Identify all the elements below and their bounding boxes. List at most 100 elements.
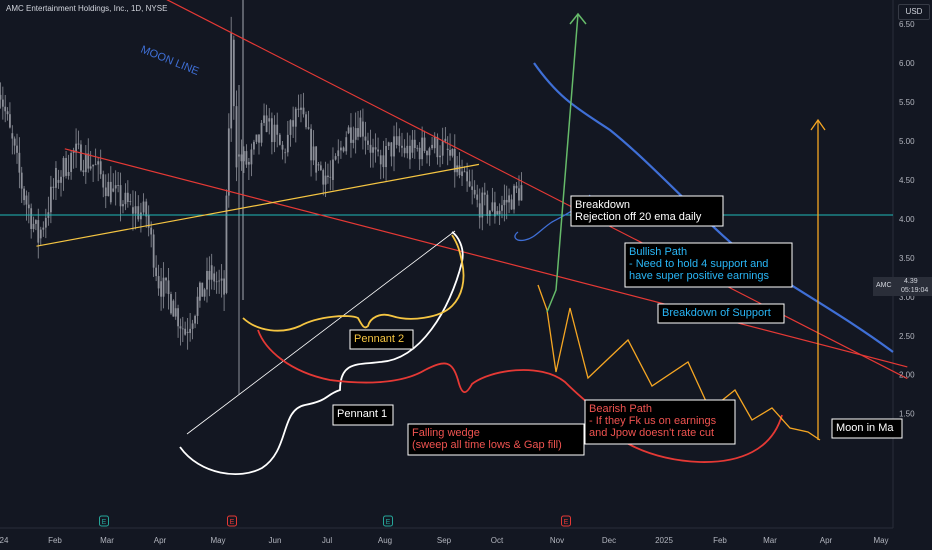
candle-body bbox=[449, 149, 451, 156]
candle-body bbox=[286, 134, 289, 153]
y-tick-label: 4.00 bbox=[899, 215, 915, 224]
candle-body bbox=[102, 174, 105, 188]
candle-body bbox=[418, 147, 421, 160]
candle-body bbox=[52, 186, 55, 188]
candle-body bbox=[23, 188, 25, 201]
candle-body bbox=[152, 234, 155, 268]
y-tick-label: 1.50 bbox=[899, 410, 915, 419]
candle-body bbox=[65, 157, 67, 176]
candle-body bbox=[75, 143, 77, 153]
candle-body bbox=[260, 122, 263, 143]
candle-body bbox=[411, 139, 414, 153]
candle-body bbox=[70, 152, 73, 172]
earnings-marker[interactable] bbox=[227, 515, 237, 527]
support-label: Breakdown of Support bbox=[657, 303, 785, 324]
candle-body bbox=[225, 195, 228, 293]
x-tick-label: Apr bbox=[154, 536, 167, 545]
candle-body bbox=[37, 220, 40, 243]
bullish-path-label-box bbox=[624, 242, 793, 288]
candle-body bbox=[60, 176, 62, 183]
candle-body bbox=[208, 270, 211, 280]
earnings-marker[interactable] bbox=[99, 515, 109, 527]
candle-body bbox=[250, 149, 253, 165]
time-axis[interactable]: 24 Feb Mar Apr May Jun Jul Aug Sep Oct Nov Dec 2025 F… bbox=[0, 536, 889, 545]
candle-body bbox=[132, 207, 134, 214]
candle-body bbox=[426, 151, 428, 156]
candle-body bbox=[137, 206, 140, 220]
earnings-marker[interactable] bbox=[561, 515, 571, 527]
candle-body bbox=[488, 210, 491, 217]
candle-body bbox=[191, 323, 194, 329]
moon-line bbox=[166, 0, 908, 380]
candle-body bbox=[362, 121, 364, 137]
candle-body bbox=[243, 151, 245, 162]
candle-body bbox=[494, 202, 496, 217]
candle-body bbox=[518, 188, 520, 201]
x-tick-label: Jul bbox=[322, 536, 332, 545]
earnings-marker-label: E bbox=[230, 519, 235, 526]
earnings-marker[interactable] bbox=[383, 515, 393, 527]
candle-body bbox=[34, 220, 37, 224]
lower-trendline bbox=[64, 148, 908, 368]
chart-title: AMC Entertainment Holdings, Inc., 1D, NY… bbox=[6, 4, 168, 13]
candle-body bbox=[403, 147, 406, 154]
pennant1-label-text: Pennant 1 bbox=[337, 408, 387, 420]
candle-body bbox=[122, 204, 124, 207]
price-axis[interactable]: 7.507.006.506.005.505.004.504.003.503.00… bbox=[899, 0, 915, 419]
candle-body bbox=[458, 165, 461, 176]
support-label-box bbox=[657, 303, 785, 324]
candle-body bbox=[170, 294, 172, 314]
candle-body bbox=[289, 120, 292, 135]
price-tag-ticker: AMC bbox=[876, 282, 892, 289]
bullish-path-label-text: - Need to hold 4 support and bbox=[629, 258, 768, 270]
candle-body bbox=[350, 127, 352, 143]
candle-body bbox=[92, 164, 95, 167]
pennant2-label-text: Pennant 2 bbox=[354, 333, 404, 345]
candle-body bbox=[165, 277, 167, 281]
x-tick-label: Nov bbox=[550, 536, 564, 545]
candle-body bbox=[215, 281, 218, 283]
candle-body bbox=[172, 300, 175, 317]
candle-body bbox=[510, 199, 513, 210]
breakout-arrow bbox=[546, 13, 579, 313]
orange-zigzag-path bbox=[537, 284, 821, 441]
candle-body bbox=[421, 137, 424, 160]
candle-body bbox=[446, 148, 449, 150]
candle-body bbox=[196, 296, 199, 316]
candle-body bbox=[468, 181, 471, 187]
candle-body bbox=[352, 139, 355, 143]
candle-body bbox=[385, 146, 387, 168]
currency-button[interactable]: USD bbox=[898, 4, 930, 20]
x-tick-label: Oct bbox=[491, 536, 504, 545]
candle-body bbox=[84, 153, 87, 173]
candle-body bbox=[235, 106, 238, 168]
candle-body bbox=[270, 118, 273, 143]
x-tick-label: Aug bbox=[378, 536, 392, 545]
candle-body bbox=[515, 185, 518, 189]
x-tick-label: Feb bbox=[48, 536, 62, 545]
candle-body bbox=[478, 203, 481, 218]
price-tag-value: 4.39 bbox=[904, 278, 918, 285]
candle-body bbox=[44, 217, 47, 228]
candle-body bbox=[294, 108, 297, 127]
candle-body bbox=[322, 170, 325, 185]
candle-body bbox=[39, 229, 42, 239]
candle-body bbox=[62, 157, 65, 177]
earnings-marker-label: E bbox=[102, 519, 107, 526]
breakdown-label-box bbox=[570, 195, 724, 227]
candle-body bbox=[160, 281, 162, 297]
candle-body bbox=[107, 181, 110, 197]
candle-body bbox=[406, 145, 409, 154]
candle-body bbox=[302, 107, 305, 115]
candle-body bbox=[364, 136, 367, 141]
candle-body bbox=[213, 273, 216, 282]
bearish-path-label-box bbox=[584, 399, 736, 445]
candle-body bbox=[354, 128, 357, 140]
candle-body bbox=[67, 171, 70, 176]
candle-body bbox=[491, 202, 494, 211]
falling-wedge-curve bbox=[257, 329, 591, 406]
candle-body bbox=[292, 120, 295, 127]
candle-body bbox=[433, 136, 436, 149]
